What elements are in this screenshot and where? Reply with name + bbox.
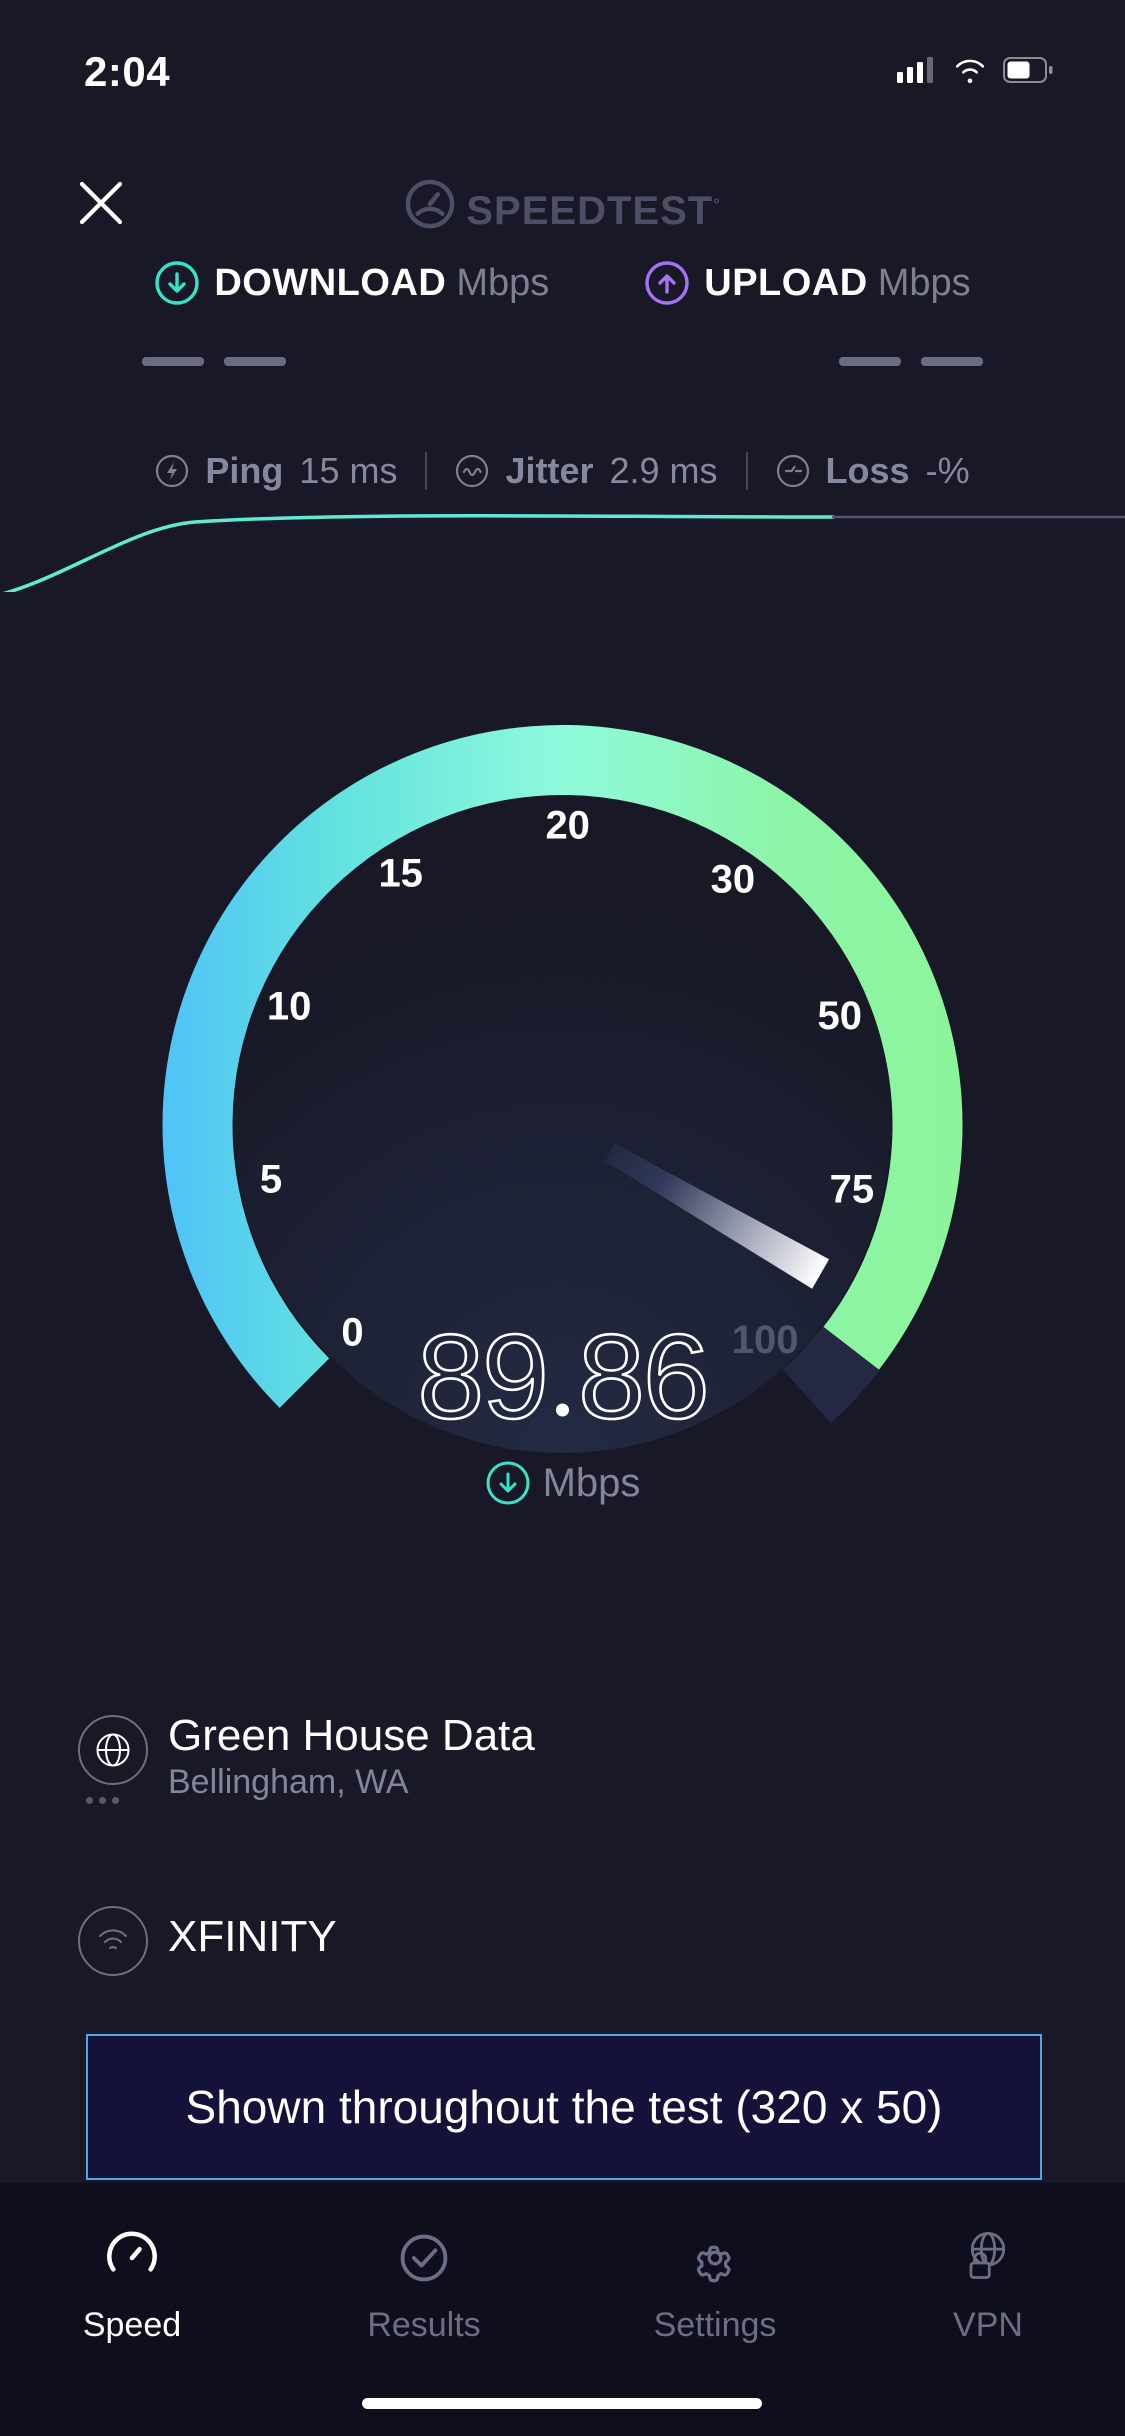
- svg-text:75: 75: [830, 1167, 875, 1211]
- svg-text:89.86: 89.86: [417, 1310, 707, 1444]
- svg-text:20: 20: [545, 804, 590, 848]
- svg-text:5: 5: [260, 1157, 282, 1201]
- svg-text:30: 30: [711, 857, 756, 901]
- svg-text:50: 50: [818, 994, 863, 1038]
- svg-text:15: 15: [378, 851, 423, 895]
- svg-text:10: 10: [267, 985, 312, 1029]
